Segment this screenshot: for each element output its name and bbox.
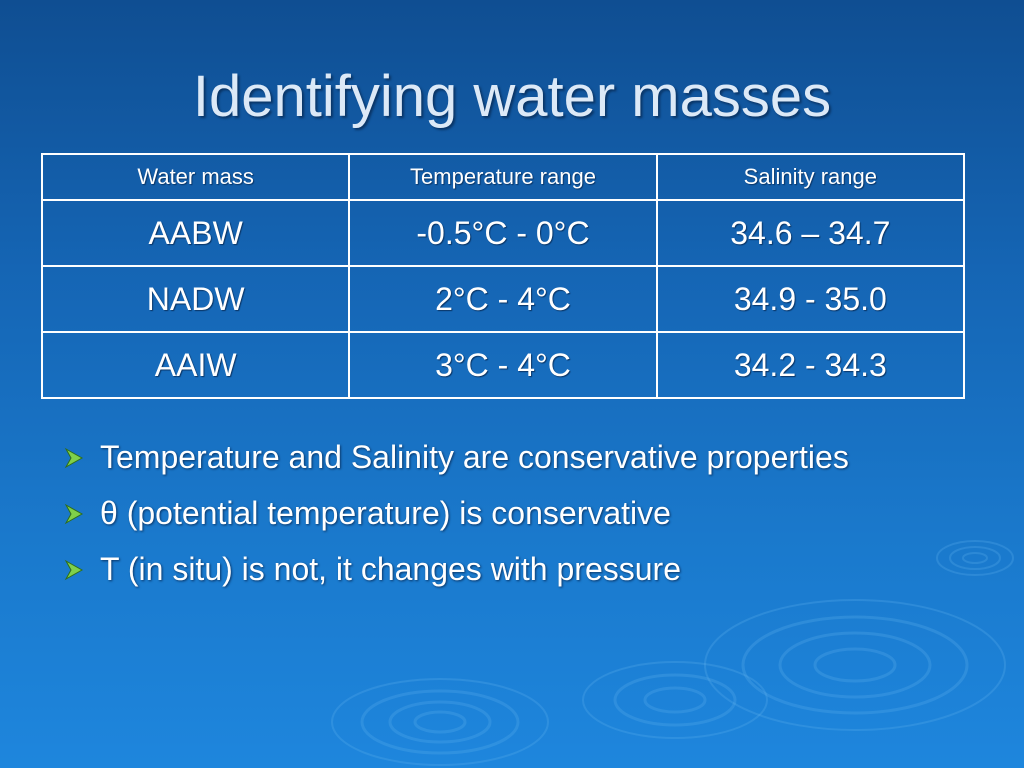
table-cell: 3°C - 4°C <box>348 331 658 399</box>
water-mass-table: Water mass Temperature range Salinity ra… <box>40 153 966 399</box>
arrow-bullet-icon <box>64 559 84 581</box>
list-item: T (in situ) is not, it changes with pres… <box>62 547 942 591</box>
arrow-bullet-icon <box>64 503 84 525</box>
arrow-bullet-icon <box>64 447 84 469</box>
table-cell: 34.2 - 34.3 <box>655 331 966 399</box>
list-item: θ (potential temperature) is conservativ… <box>62 491 942 535</box>
table-header-row: Water mass Temperature range Salinity ra… <box>40 153 966 201</box>
table-row: NADW 2°C - 4°C 34.9 - 35.0 <box>40 265 966 333</box>
column-header: Temperature range <box>348 153 658 201</box>
table-cell: 34.6 – 34.7 <box>655 199 966 267</box>
table-cell: -0.5°C - 0°C <box>348 199 658 267</box>
bullet-text: θ (potential temperature) is conservativ… <box>100 495 671 531</box>
table-cell: AABW <box>40 199 351 267</box>
table-row: AAIW 3°C - 4°C 34.2 - 34.3 <box>40 331 966 399</box>
column-header: Water mass <box>40 153 351 201</box>
slide-title: Identifying water masses <box>192 64 832 129</box>
table-cell: 2°C - 4°C <box>348 265 658 333</box>
table-cell: 34.9 - 35.0 <box>655 265 966 333</box>
table-cell: NADW <box>40 265 351 333</box>
bullet-text: Temperature and Salinity are conservativ… <box>100 439 849 475</box>
column-header: Salinity range <box>655 153 966 201</box>
table-row: AABW -0.5°C - 0°C 34.6 – 34.7 <box>40 199 966 267</box>
bullet-list: Temperature and Salinity are conservativ… <box>62 435 942 603</box>
list-item: Temperature and Salinity are conservativ… <box>62 435 942 479</box>
bullet-text: T (in situ) is not, it changes with pres… <box>100 551 681 587</box>
table-cell: AAIW <box>40 331 351 399</box>
